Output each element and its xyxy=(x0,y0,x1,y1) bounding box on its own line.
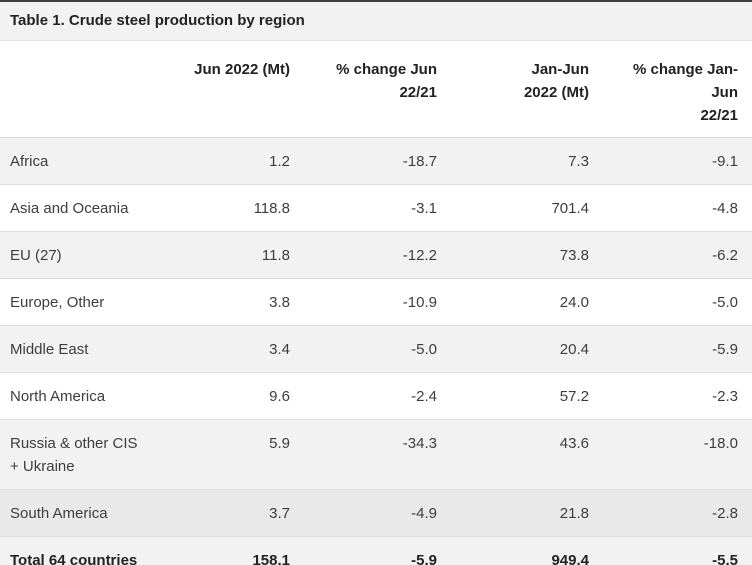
value-cell: -2.3 xyxy=(599,372,752,420)
value-cell: 158.1 xyxy=(180,536,300,565)
value-cell: 949.4 xyxy=(447,536,599,565)
header-line: % change Jan-Jun xyxy=(632,61,738,101)
value-cell: 73.8 xyxy=(447,231,599,279)
table-row: EU (27) 11.8 -12.2 73.8 -6.2 xyxy=(0,231,752,279)
value-cell: -2.4 xyxy=(300,372,447,420)
table-row: North America 9.6 -2.4 57.2 -2.3 xyxy=(0,372,752,420)
table-row: Middle East 3.4 -5.0 20.4 -5.9 xyxy=(0,325,752,373)
value-cell: 1.2 xyxy=(180,137,300,185)
value-cell: 5.9 xyxy=(180,419,300,490)
value-cell: -4.8 xyxy=(599,184,752,232)
value-cell: 3.4 xyxy=(180,325,300,373)
value-cell: -2.8 xyxy=(599,489,752,537)
value-cell: 118.8 xyxy=(180,184,300,232)
value-cell: -6.2 xyxy=(599,231,752,279)
header-row: Jun 2022 (Mt) % change Jun 22/21 Jan-Jun… xyxy=(0,41,752,138)
column-header-region xyxy=(0,41,180,138)
region-cell: Total 64 countries xyxy=(0,536,180,565)
value-cell: -12.2 xyxy=(300,231,447,279)
value-cell: -18.7 xyxy=(300,137,447,185)
value-cell: 11.8 xyxy=(180,231,300,279)
region-cell: Middle East xyxy=(0,325,180,373)
region-cell: North America xyxy=(0,372,180,420)
value-cell: 701.4 xyxy=(447,184,599,232)
value-cell: 24.0 xyxy=(447,278,599,326)
table-row: Europe, Other 3.8 -10.9 24.0 -5.0 xyxy=(0,278,752,326)
header-line: Jun 2022 (Mt) xyxy=(194,61,290,78)
crude-steel-table: Jun 2022 (Mt) % change Jun 22/21 Jan-Jun… xyxy=(0,41,752,565)
region-cell: Europe, Other xyxy=(0,278,180,326)
value-cell: 9.6 xyxy=(180,372,300,420)
value-cell: 57.2 xyxy=(447,372,599,420)
value-cell: -4.9 xyxy=(300,489,447,537)
header-line: 22/21 xyxy=(700,107,738,124)
table-title: Table 1. Crude steel production by regio… xyxy=(0,2,752,41)
value-cell: 20.4 xyxy=(447,325,599,373)
value-cell: -5.9 xyxy=(300,536,447,565)
total-row: Total 64 countries 158.1 -5.9 949.4 -5.5 xyxy=(0,536,752,565)
region-cell: Russia & other CIS + Ukraine xyxy=(0,419,180,490)
value-cell: -18.0 xyxy=(599,419,752,490)
value-cell: -5.0 xyxy=(599,278,752,326)
header-line: % change Jun xyxy=(336,61,437,78)
table-row: Africa 1.2 -18.7 7.3 -9.1 xyxy=(0,137,752,185)
table-body: Africa 1.2 -18.7 7.3 -9.1 Asia and Oceania 118… xyxy=(0,137,752,565)
header-line: 2022 (Mt) xyxy=(523,84,589,101)
region-cell: Asia and Oceania xyxy=(0,184,180,232)
value-cell: 43.6 xyxy=(447,419,599,490)
header-line: 22/21 xyxy=(399,84,437,101)
value-cell: -5.9 xyxy=(599,325,752,373)
header-line: Jan-Jun xyxy=(531,61,589,78)
value-cell: -3.1 xyxy=(300,184,447,232)
table-row: Asia and Oceania 118.8 -3.1 701.4 -4.8 xyxy=(0,184,752,232)
value-cell: 21.8 xyxy=(447,489,599,537)
value-cell: -34.3 xyxy=(300,419,447,490)
value-cell: 3.7 xyxy=(180,489,300,537)
region-cell: South America xyxy=(0,489,180,537)
value-cell: -5.0 xyxy=(300,325,447,373)
value-cell: 7.3 xyxy=(447,137,599,185)
value-cell: -10.9 xyxy=(300,278,447,326)
region-cell: Africa xyxy=(0,137,180,185)
column-header-pct-change-jan-jun: % change Jan-Jun 22/21 xyxy=(599,41,752,138)
value-cell: -5.5 xyxy=(599,536,752,565)
value-cell: 3.8 xyxy=(180,278,300,326)
table-row: South America 3.7 -4.9 21.8 -2.8 xyxy=(0,489,752,537)
column-header-jan-jun-2022: Jan-Jun 2022 (Mt) xyxy=(447,41,599,138)
region-cell: EU (27) xyxy=(0,231,180,279)
column-header-jun-2022: Jun 2022 (Mt) xyxy=(180,41,300,138)
value-cell: -9.1 xyxy=(599,137,752,185)
table-row: Russia & other CIS + Ukraine 5.9 -34.3 43.6… xyxy=(0,419,752,490)
column-header-pct-change-jun: % change Jun 22/21 xyxy=(300,41,447,138)
